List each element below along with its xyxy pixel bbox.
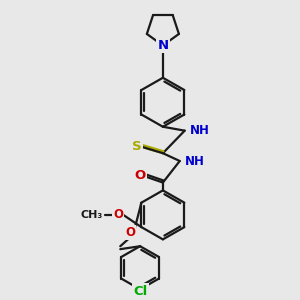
Text: Cl: Cl xyxy=(133,285,147,298)
Text: N: N xyxy=(157,39,168,52)
Text: O: O xyxy=(113,208,123,221)
Text: S: S xyxy=(132,140,142,153)
Text: CH₃: CH₃ xyxy=(80,210,102,220)
Text: NH: NH xyxy=(190,124,209,137)
Text: NH: NH xyxy=(185,154,205,167)
Text: O: O xyxy=(125,226,135,239)
Text: O: O xyxy=(134,169,146,182)
